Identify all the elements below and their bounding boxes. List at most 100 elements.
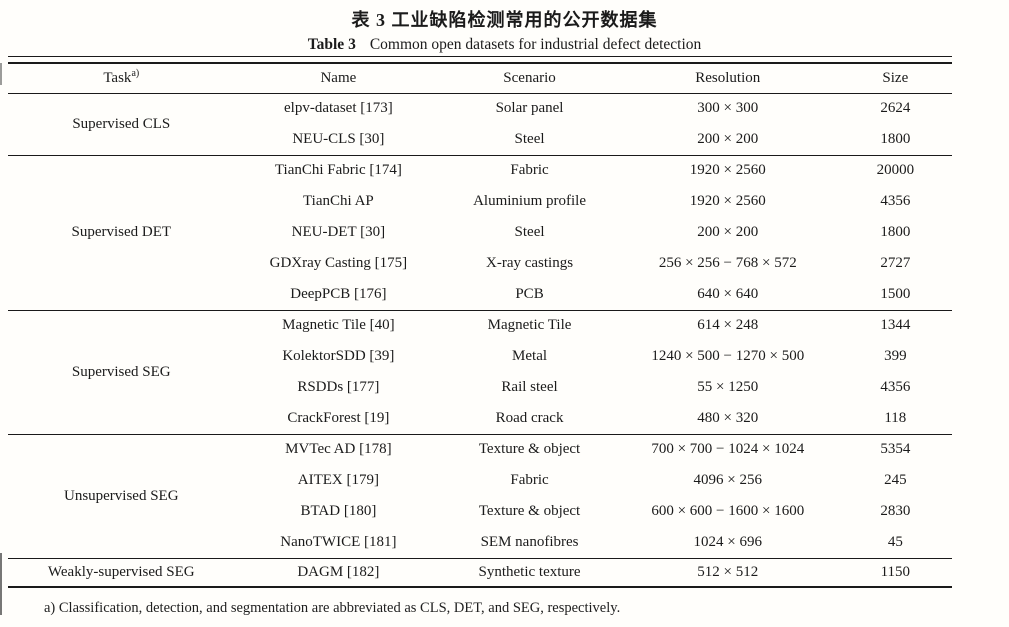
cell-resolution: 4096 × 256 <box>693 472 762 488</box>
cell-resolution: 600 × 600 − 1600 × 1600 <box>651 503 805 519</box>
table-footnote: a) Classification, detection, and segmen… <box>44 600 621 616</box>
cell-resolution: 200 × 200 <box>697 130 759 147</box>
cell-resolution: 640 × 640 <box>697 285 759 302</box>
cell-size: 4356 <box>880 379 911 395</box>
header-scenario: Scenario <box>503 69 556 86</box>
group-supervised-seg: Supervised SEG Magnetic Tile [40] Magnet… <box>8 310 952 434</box>
cell-scenario: Steel <box>514 130 545 147</box>
table-row: Weakly-supervised SEG DAGM [182] Synthet… <box>8 558 952 587</box>
cell-name: TianChi Fabric [174] <box>274 162 402 179</box>
scan-edge-artifact <box>0 553 2 615</box>
table-row: AITEX [179] Fabric 4096 × 256 245 <box>8 465 952 496</box>
cell-resolution: 700 × 700 − 1024 × 1024 <box>651 441 805 458</box>
cell-task: Supervised SEG <box>71 363 171 380</box>
cell-size: 5354 <box>880 441 911 458</box>
cell-name: elpv-dataset [173] <box>284 100 393 117</box>
table-row: Unsupervised SEG MVTec AD [178] Texture … <box>8 434 952 503</box>
cell-resolution: 256 × 256 − 768 × 572 <box>658 255 797 271</box>
cell-size: 2727 <box>880 255 911 271</box>
cell-size: 20000 <box>876 162 915 179</box>
table-row: Supervised CLS elpv-dataset [173] Solar … <box>8 93 952 131</box>
cell-size: 118 <box>884 409 907 426</box>
header-task: Taska) <box>103 67 140 86</box>
cell-size: 399 <box>884 348 907 364</box>
cell-scenario: Magnetic Tile <box>487 317 572 334</box>
cell-scenario: Texture & object <box>478 503 581 519</box>
task-footnote-marker: a) <box>131 67 140 79</box>
table-row: NanoTWICE [181] SEM nanofibres 1024 × 69… <box>8 527 952 558</box>
cell-resolution: 1920 × 2560 <box>689 162 766 179</box>
cell-scenario: Fabric <box>510 472 549 488</box>
cell-name: GDXray Casting [175] <box>269 255 408 271</box>
cell-scenario: Steel <box>514 224 545 240</box>
cell-name: RSDDs [177] <box>297 379 380 395</box>
cell-resolution: 1024 × 696 <box>693 533 762 550</box>
table-row: CrackForest [19] Road crack 480 × 320 11… <box>8 403 952 434</box>
cell-task: Weakly-supervised SEG <box>47 563 195 580</box>
cell-name: NEU-DET [30] <box>291 224 386 240</box>
cell-scenario: Texture & object <box>478 441 581 458</box>
group-weakly-supervised-seg: Weakly-supervised SEG DAGM [182] Synthet… <box>8 558 952 587</box>
group-unsupervised-seg: Unsupervised SEG MVTec AD [178] Texture … <box>8 434 952 558</box>
cell-size: 1150 <box>880 563 911 580</box>
cell-resolution: 480 × 320 <box>697 409 759 426</box>
table-row: GDXray Casting [175] X-ray castings 256 … <box>8 248 952 279</box>
cell-name: NanoTWICE [181] <box>280 533 397 550</box>
datasets-table: Taska) Name Scenario Resolution Size Sup… <box>8 56 952 588</box>
cell-size: 4356 <box>880 193 911 209</box>
group-supervised-det: Supervised DET TianChi Fabric [174] Fabr… <box>8 155 952 310</box>
cell-resolution: 1920 × 2560 <box>689 193 766 209</box>
cell-scenario: Road crack <box>495 409 564 426</box>
cell-name: KolektorSDD [39] <box>282 348 395 364</box>
table-title-en: Table 3 Common open datasets for industri… <box>0 36 1009 54</box>
cell-resolution: 512 × 512 <box>697 563 759 580</box>
cell-scenario: Aluminium profile <box>473 193 586 209</box>
cell-size: 1500 <box>880 285 911 302</box>
cell-name: Magnetic Tile [40] <box>282 317 395 334</box>
cell-size: 1800 <box>880 130 911 147</box>
table-row: Supervised DET TianChi Fabric [174] Fabr… <box>8 155 952 240</box>
table-header-row: Taska) Name Scenario Resolution Size <box>8 63 952 93</box>
cell-scenario: Metal <box>512 348 548 364</box>
cell-scenario: X-ray castings <box>486 255 574 271</box>
header-size: Size <box>882 69 909 86</box>
cell-name: AITEX [179] <box>297 472 379 488</box>
cell-resolution: 200 × 200 <box>697 224 759 240</box>
cell-scenario: SEM nanofibres <box>480 533 579 550</box>
cell-size: 1344 <box>880 317 911 334</box>
cell-name: MVTec AD [178] <box>285 441 392 458</box>
table-title-en-text: Common open datasets for industrial defe… <box>369 36 702 53</box>
scan-edge-artifact <box>0 63 2 85</box>
cell-task: Unsupervised SEG <box>63 487 179 504</box>
table-row: NEU-DET [30] Steel 200 × 200 1800 <box>8 217 952 248</box>
table-row: RSDDs [177] Rail steel 55 × 1250 4356 <box>8 372 952 403</box>
cell-name: DAGM [182] <box>297 563 380 580</box>
cell-name: DeepPCB [176] <box>290 285 387 302</box>
cell-task: Supervised DET <box>71 224 172 240</box>
cell-scenario: Synthetic texture <box>478 563 581 580</box>
cell-name: BTAD [180] <box>300 503 377 519</box>
table-row: NEU-CLS [30] Steel 200 × 200 1800 <box>8 124 952 155</box>
cell-name: TianChi AP <box>303 193 374 209</box>
cell-size: 245 <box>884 472 907 488</box>
header-resolution: Resolution <box>695 69 761 86</box>
cell-name: NEU-CLS [30] <box>292 130 385 147</box>
table-row: DeepPCB [176] PCB 640 × 640 1500 <box>8 279 952 310</box>
cell-name: CrackForest [19] <box>287 409 390 426</box>
cell-size: 45 <box>887 533 903 550</box>
table-title-zh: 表 3 工业缺陷检测常用的公开数据集 <box>351 10 658 30</box>
table-row: BTAD [180] Texture & object 600 × 600 − … <box>8 496 952 527</box>
cell-scenario: Fabric <box>510 162 549 179</box>
cell-resolution: 300 × 300 <box>697 100 759 117</box>
table-row: KolektorSDD [39] Metal 1240 × 500 − 1270… <box>8 341 952 372</box>
cell-scenario: Rail steel <box>501 379 558 395</box>
cell-size: 2830 <box>880 503 911 519</box>
cell-resolution: 614 × 248 <box>697 317 759 334</box>
cell-scenario: Solar panel <box>495 100 564 117</box>
cell-resolution: 1240 × 500 − 1270 × 500 <box>651 348 805 364</box>
cell-scenario: PCB <box>515 285 544 302</box>
group-supervised-cls: Supervised CLS elpv-dataset [173] Solar … <box>8 93 952 155</box>
table-title-en-label: Table 3 <box>307 36 356 53</box>
cell-size: 2624 <box>880 100 911 117</box>
